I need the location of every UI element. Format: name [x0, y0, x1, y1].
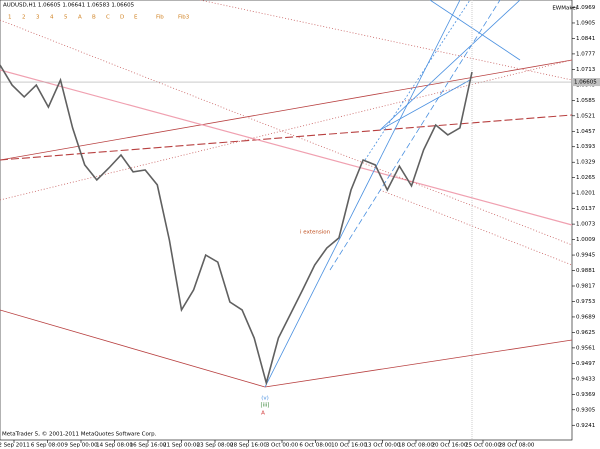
x-tick-label: 28 Sep 16:00 — [230, 443, 267, 449]
y-tick-label: 1.0841 — [576, 36, 595, 42]
x-tick-label: 6 Sep 08:00 — [31, 443, 65, 449]
y-tick-label: 1.0137 — [576, 206, 596, 212]
trend-line — [0, 59, 573, 201]
trend-lines — [0, 0, 573, 388]
y-tick-label: 0.9817 — [576, 284, 596, 290]
wave-label: i extension — [300, 230, 331, 236]
trend-line — [0, 19, 573, 246]
toolbar-label: 5 — [64, 15, 68, 21]
trend-line — [0, 69, 573, 226]
y-tick-label: 1.0457 — [576, 129, 596, 135]
toolbar-label: 4 — [50, 15, 54, 21]
wave-label: [iii] — [261, 403, 270, 409]
y-tick-label: 1.0521 — [576, 113, 595, 119]
symbol-header: AUDUSD,H1 1.06605 1.06641 1.06583 1.0660… — [3, 3, 135, 9]
trend-line — [199, 0, 573, 81]
x-tick-label: 28 Oct 08:00 — [499, 443, 535, 449]
channel-line — [379, 79, 471, 131]
toolbar-label: 3 — [36, 15, 40, 21]
channel-line — [264, 0, 461, 388]
x-tick-label: 14 Sep 08:00 — [96, 443, 133, 449]
x-tick-label: 23 Sep 08:00 — [197, 443, 234, 449]
y-tick-label: 1.0009 — [576, 237, 596, 243]
wave-label: A — [261, 411, 265, 417]
y-tick-label: 1.0393 — [576, 144, 596, 150]
toolbar-label: A — [78, 15, 82, 21]
y-tick-label: 0.9561 — [576, 345, 595, 351]
y-tick-label: 0.9881 — [576, 268, 595, 274]
y-tick-label: 0.9945 — [576, 253, 596, 259]
toolbar-label: E — [134, 15, 138, 21]
y-tick-label: 0.9497 — [576, 361, 596, 367]
trend-line — [0, 309, 266, 388]
toolbar-label: 1 — [8, 15, 12, 21]
y-tick-label: 1.0777 — [576, 51, 596, 57]
footer: MetaTrader 5, © 2001-2011 MetaQuotes Sof… — [2, 431, 157, 438]
y-tick-label: 1.0585 — [576, 98, 596, 104]
y-tick-label: 1.0265 — [576, 175, 596, 181]
y-tick-label: 1.0969 — [576, 5, 596, 11]
trend-line — [379, 189, 573, 266]
channel-line — [379, 0, 521, 131]
x-tick-label: 13 Oct 00:00 — [365, 443, 401, 449]
trend-line — [0, 59, 573, 161]
y-tick-label: 1.0329 — [576, 160, 596, 166]
x-tick-label: 21 Sep 00:00 — [163, 443, 200, 449]
current-price-box — [572, 78, 600, 87]
y-tick-label: 1.0201 — [576, 191, 595, 197]
indicator-name: EWMaker — [552, 6, 578, 12]
price-line — [0, 64, 473, 386]
current-price-label: 1.06605 — [574, 80, 597, 86]
toolbar-label: D — [120, 15, 124, 21]
x-tick-label: 3 Oct 00:00 — [266, 443, 299, 449]
y-tick-label: 1.0713 — [576, 67, 596, 73]
x-tick-label: 20 Oct 16:00 — [432, 443, 468, 449]
y-tick-label: 0.9433 — [576, 376, 596, 382]
x-tick-label: 16 Sep 16:00 — [130, 443, 167, 449]
plot-frame — [0, 0, 573, 441]
y-tick-label: 0.9689 — [576, 314, 596, 320]
x-tick-label: 25 Oct 00:00 — [465, 443, 501, 449]
toolbar-label: 2 — [22, 15, 26, 21]
toolbar-label: B — [92, 15, 96, 21]
y-tick-label: 0.9305 — [576, 407, 596, 413]
y-tick-label: 0.9753 — [576, 299, 596, 305]
x-tick-label: 10 Oct 16:00 — [331, 443, 367, 449]
x-tick-label: 18 Oct 08:00 — [398, 443, 434, 449]
channel-line — [429, 0, 521, 61]
y-tick-label: 1.0073 — [576, 222, 596, 228]
y-tick-label: 0.9241 — [576, 423, 595, 429]
wave-label: (v) — [261, 396, 269, 402]
y-tick-label: 0.9625 — [576, 330, 596, 336]
x-tick-label: 9 Sep 00:00 — [64, 443, 98, 449]
x-tick-label: 2 Sep 2011 — [0, 443, 30, 449]
y-tick-label: 0.9369 — [576, 392, 596, 398]
trend-line — [0, 114, 573, 161]
toolbar-label: Fib — [156, 15, 164, 21]
toolbar-label: C — [106, 15, 110, 21]
x-tick-label: 6 Oct 08:00 — [299, 443, 332, 449]
toolbar-label: Fib3 — [178, 15, 190, 21]
trend-line — [264, 339, 573, 388]
y-tick-label: 1.0905 — [576, 20, 596, 26]
